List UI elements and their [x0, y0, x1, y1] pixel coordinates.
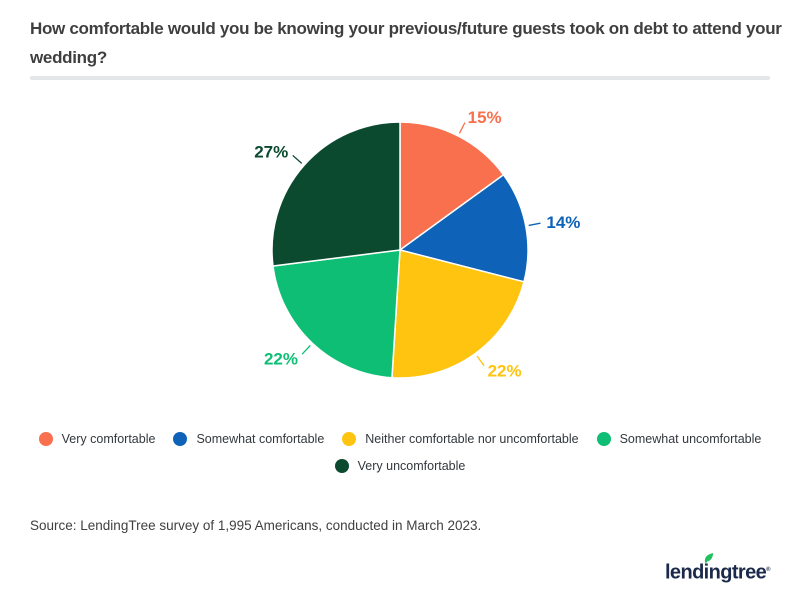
pie-slice-0	[399, 121, 505, 252]
label-leader-line-0	[458, 122, 466, 134]
pie-slice-4	[271, 121, 401, 267]
legend-label: Somewhat uncomfortable	[619, 432, 762, 446]
legend-dot-icon	[173, 432, 188, 446]
pie-slice-3	[272, 249, 401, 379]
legend-label: Very uncomfortable	[357, 459, 466, 473]
label-leader-line-2	[476, 355, 485, 367]
pie-data-label-4: 27%	[254, 142, 288, 161]
legend-label: Very comfortable	[61, 432, 156, 446]
pie-data-label-3: 22%	[264, 350, 298, 369]
legend-row-2: Very uncomfortable	[334, 459, 466, 473]
label-leader-line-4	[292, 154, 303, 164]
lendingtree-logo: lendingtree®	[664, 553, 771, 584]
legend-item-0: Very comfortable	[38, 432, 156, 446]
leaf-icon	[704, 553, 713, 565]
legend-item-2: Neither comfortable nor uncomfortable	[342, 432, 579, 446]
legend-row-1: Very comfortable Somewhat comfortable Neit…	[38, 432, 762, 446]
pie-data-label-2: 22%	[488, 362, 522, 381]
legend-dot-icon	[38, 432, 53, 446]
legend-item-1: Somewhat comfortable	[173, 432, 324, 446]
pie-chart: 15% 14% 22% 22% 27%	[254, 108, 580, 381]
legend-item-3: Somewhat uncomfortable	[596, 432, 762, 446]
legend-dot-icon	[342, 432, 357, 446]
chart-legend: Very comfortable Somewhat comfortable Neit…	[0, 432, 800, 473]
legend-item-4: Very uncomfortable	[334, 459, 466, 473]
logo-text: lendingtree	[664, 561, 767, 584]
legend-label: Neither comfortable nor uncomfortable	[365, 432, 579, 446]
pie-chart-area: 15% 14% 22% 22% 27%	[0, 90, 800, 430]
pie-slice-1	[398, 173, 529, 283]
pie-slice-2	[391, 249, 525, 379]
label-leader-line-3	[301, 345, 311, 355]
chart-title: How comfortable would you be knowing you…	[30, 19, 782, 67]
label-leader-line-1	[528, 222, 541, 227]
legend-dot-icon	[334, 459, 349, 473]
title-divider	[30, 76, 770, 80]
legend-label: Somewhat comfortable	[196, 432, 325, 446]
source-note: Source: LendingTree survey of 1,995 Amer…	[30, 518, 482, 533]
pie-data-label-0: 15%	[468, 108, 502, 127]
legend-dot-icon	[596, 432, 611, 446]
registered-mark: ®	[766, 567, 770, 573]
pie-data-label-1: 14%	[546, 213, 580, 232]
